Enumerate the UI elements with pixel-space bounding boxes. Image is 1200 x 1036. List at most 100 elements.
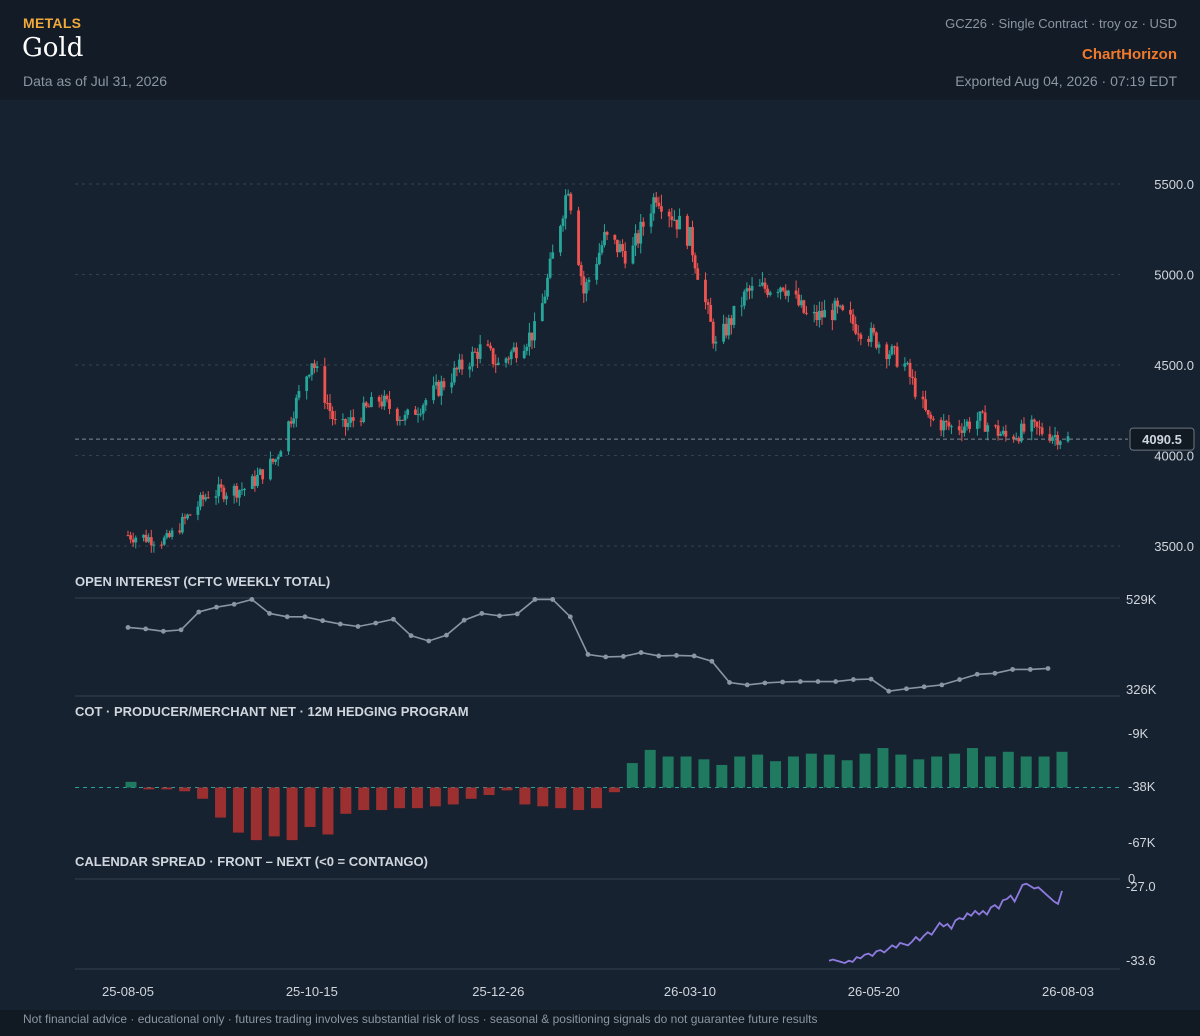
candle-body	[269, 458, 272, 480]
candle-body	[926, 410, 930, 415]
cot-bar	[376, 787, 388, 811]
cot-bar	[931, 756, 943, 788]
candle-body	[351, 417, 355, 421]
candle-body	[1038, 426, 1041, 428]
candle-body	[527, 332, 531, 347]
candle-body	[1017, 438, 1021, 442]
open-interest-point	[426, 638, 432, 644]
x-tick-label: 25-10-15	[286, 984, 338, 999]
cot-bar	[125, 781, 137, 788]
candle-body	[903, 363, 907, 367]
cot-bar	[1038, 756, 1050, 788]
candle-body	[996, 425, 1000, 436]
open-interest-point	[444, 632, 449, 638]
cot-bar	[483, 787, 495, 796]
candle-body	[310, 363, 314, 375]
open-interest-point	[1010, 667, 1016, 672]
candle-body	[178, 530, 182, 533]
open-interest-point	[691, 653, 697, 659]
candle-body	[921, 396, 925, 400]
candle-body	[271, 458, 275, 462]
candle-body	[597, 252, 601, 265]
price-tick-label: 5500.0	[1154, 177, 1194, 192]
candle-body	[533, 321, 536, 341]
candle-body	[341, 419, 345, 421]
candle-body	[704, 279, 707, 303]
candle-body	[838, 305, 842, 307]
candle-body	[794, 290, 798, 295]
candle-body	[605, 231, 609, 235]
candle-body	[323, 366, 327, 403]
cot-bar	[644, 749, 656, 788]
candle-body	[126, 535, 130, 537]
open-interest-point	[214, 604, 219, 610]
candle-body	[722, 323, 725, 342]
candle-body	[1048, 434, 1052, 441]
brand-logo[interactable]: ChartHorizon	[1082, 46, 1177, 63]
candle-body	[929, 414, 933, 419]
candle-body	[908, 362, 912, 377]
candle-body	[274, 459, 278, 462]
candle-body	[253, 476, 257, 486]
candle-body	[631, 245, 635, 264]
open-interest-point	[780, 679, 786, 685]
open-interest-point	[585, 652, 591, 657]
chart-area[interactable]: 5500.0 5000.0 4500.0 4000.0 3500.0 4090.5 OPEN…	[0, 100, 1200, 1010]
cot-bar	[394, 787, 406, 809]
candle-body	[294, 397, 298, 419]
candle-body	[344, 419, 347, 427]
cot-bar	[841, 760, 853, 788]
candle-body	[232, 485, 236, 496]
cot-bar	[984, 756, 996, 788]
open-interest-point	[762, 680, 768, 686]
candle-body	[709, 304, 713, 322]
cot-bar	[680, 756, 692, 788]
cot-tick-label: -67K	[1128, 835, 1156, 850]
cot-bar	[179, 787, 191, 792]
cot-bar	[787, 756, 799, 788]
candle-body	[587, 279, 591, 283]
open-interest-point	[337, 621, 343, 627]
candle-body	[1004, 430, 1008, 437]
candle-body	[331, 411, 334, 420]
candle-body	[432, 385, 435, 401]
candle-body	[370, 396, 373, 408]
candle-body	[1030, 419, 1034, 432]
calendar-spread-line	[828, 882, 1063, 965]
cot-bar	[698, 759, 710, 788]
candle-body	[742, 291, 746, 306]
candle-body	[149, 537, 153, 546]
disclaimer: Not financial advice · educational only …	[23, 1012, 818, 1026]
candle-body	[582, 276, 586, 294]
candle-body	[1022, 423, 1026, 432]
candle-body	[204, 497, 208, 500]
candle-body	[398, 419, 402, 421]
open-interest-point	[868, 676, 874, 682]
open-interest-point	[797, 679, 803, 684]
candle-body	[802, 300, 806, 313]
chart-svg[interactable]: 5500.0 5000.0 4500.0 4000.0 3500.0 4090.5 OPEN…	[0, 100, 1200, 1010]
candle-body	[616, 239, 619, 253]
cot-bar	[734, 756, 746, 788]
open-interest-point	[992, 670, 998, 676]
open-interest-point	[974, 671, 980, 677]
candle-body	[812, 311, 816, 314]
candle-body	[473, 351, 477, 353]
candle-body	[797, 294, 801, 306]
spread-tick-label: 0	[1128, 871, 1135, 886]
candle-body	[380, 401, 384, 407]
cot-bar	[250, 787, 262, 841]
candle-body	[766, 288, 770, 295]
cot-bar	[358, 787, 370, 811]
candle-body	[613, 234, 617, 240]
cot-bar	[197, 787, 209, 799]
candle-body	[887, 354, 891, 360]
candle-body	[142, 534, 145, 538]
candle-body	[315, 366, 319, 368]
candle-body	[924, 399, 927, 411]
cot-bar	[555, 787, 567, 809]
cot-bar	[877, 748, 889, 788]
candle-body	[476, 351, 479, 359]
candle-body	[763, 282, 767, 289]
candle-body	[1058, 441, 1062, 445]
